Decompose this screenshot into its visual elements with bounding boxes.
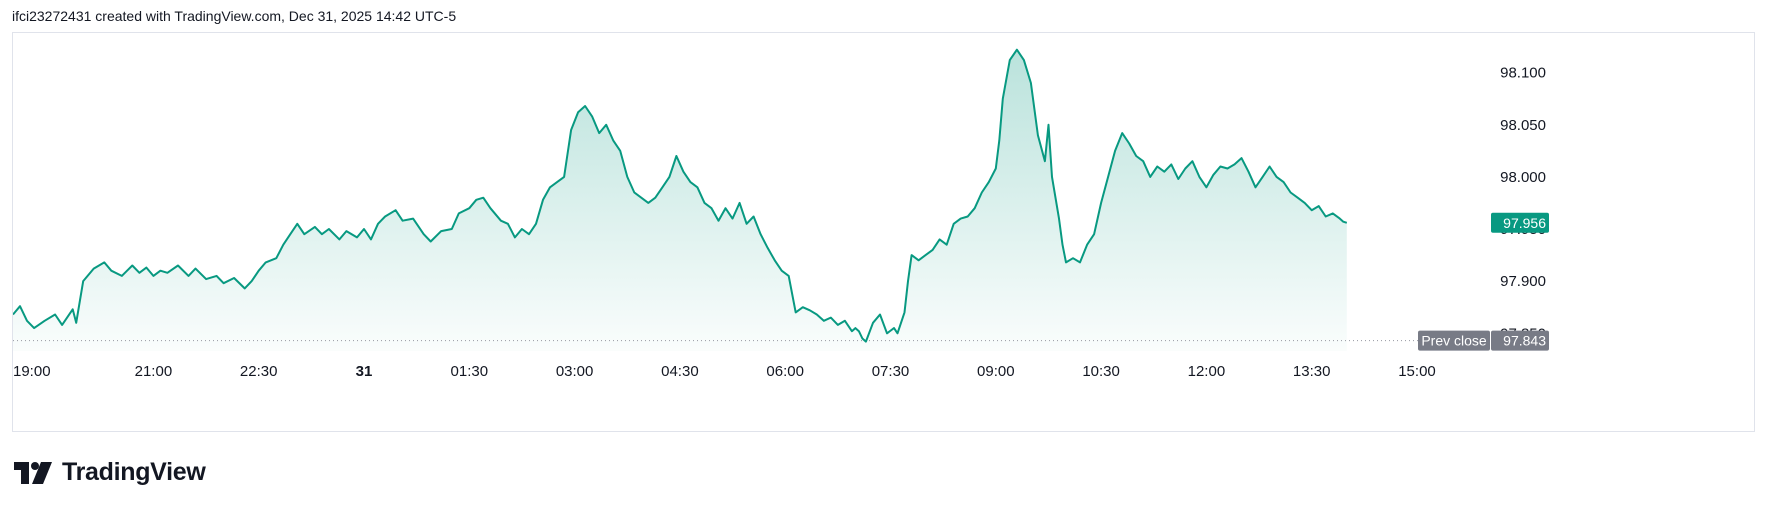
price-tick-label: 97.900: [1500, 273, 1546, 290]
time-tick-label: 06:00: [766, 363, 804, 380]
price-tick-label: 98.000: [1500, 169, 1546, 186]
time-tick-label: 09:00: [977, 363, 1015, 380]
time-tick-label: 19:00: [13, 363, 51, 380]
tradingview-logo-icon: [14, 461, 52, 484]
time-tick-label: 10:30: [1082, 363, 1120, 380]
time-tick-label: 07:30: [872, 363, 910, 380]
brand-name: TradingView: [62, 458, 206, 486]
time-tick-label: 01:30: [451, 363, 489, 380]
prev-close-title: Prev close: [1421, 333, 1487, 349]
tradingview-brand[interactable]: TradingView: [14, 458, 206, 487]
time-tick-label: 22:30: [240, 363, 278, 380]
time-axis[interactable]: 19:00 21:00 22:30 31 01:30 03:00 04:30 06:00 07:…: [13, 363, 1436, 380]
prev-close-title-badge: [1418, 330, 1490, 351]
last-price-badge: [1491, 212, 1549, 233]
price-area-fill: [13, 49, 1347, 351]
time-tick-label: 12:00: [1188, 363, 1226, 380]
chart-caption: ifci23272431 created with TradingView.co…: [12, 8, 457, 24]
time-tick-label: 21:00: [135, 363, 173, 380]
time-tick-label: 03:00: [556, 363, 594, 380]
time-tick-label: 04:30: [661, 363, 699, 380]
last-price-label: 97.956: [1503, 215, 1546, 231]
price-tick-label: 98.100: [1500, 65, 1546, 82]
price-tick-label: 98.050: [1500, 117, 1546, 134]
price-line: [13, 48, 1348, 343]
time-tick-label: 31: [356, 363, 373, 380]
price-badges: 97.956 Prev close 97.843: [1418, 212, 1549, 351]
time-tick-label: 15:00: [1398, 363, 1436, 380]
prev-close-value-badge: [1491, 330, 1549, 351]
prev-close-value: 97.843: [1503, 333, 1546, 349]
time-tick-label: 13:30: [1293, 363, 1331, 380]
